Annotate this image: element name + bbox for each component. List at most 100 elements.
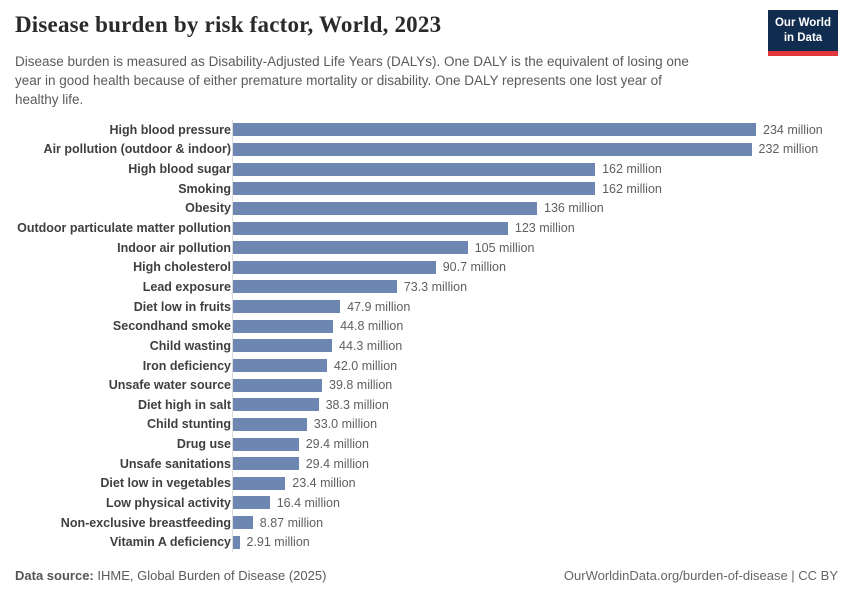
bar [233, 437, 299, 451]
bar [233, 123, 756, 137]
bar [233, 516, 253, 530]
value-label: 38.3 million [325, 397, 389, 412]
value-label: 8.87 million [259, 515, 324, 530]
bar [233, 417, 307, 431]
bar-area: 39.8 million [233, 378, 392, 392]
value-label: 2.91 million [246, 535, 310, 550]
bar-area: 162 million [233, 162, 662, 176]
category-label: Vitamin A deficiency [109, 535, 231, 550]
bar-area: 123 million [233, 221, 575, 235]
owid-logo-line2: in Data [783, 31, 823, 44]
bar [233, 319, 334, 333]
bar-row: Smoking 162 million [15, 179, 835, 199]
bar-area: 33.0 million [233, 417, 377, 431]
bar-area: 47.9 million [233, 300, 410, 314]
y-axis-line [232, 120, 233, 552]
bar [233, 142, 752, 156]
bar-row: Outdoor particulate matter pollution 123 … [15, 218, 835, 238]
category-label: Unsafe sanitations [119, 456, 231, 471]
category-label: Outdoor particulate matter pollution [17, 221, 231, 236]
citation-url[interactable]: OurWorldinData.org/burden-of-disease | C… [563, 568, 838, 583]
value-label: 123 million [514, 221, 575, 236]
value-label: 29.4 million [305, 456, 369, 471]
bar-row: Vitamin A deficiency 2.91 million [15, 532, 835, 552]
bar [233, 398, 319, 412]
category-label: Secondhand smoke [112, 319, 231, 334]
value-label: 105 million [474, 240, 535, 255]
bar-row: Unsafe water source 39.8 million [15, 375, 835, 395]
bar-row: High blood pressure 234 million [15, 120, 835, 140]
bar-area: 38.3 million [233, 398, 389, 412]
category-label: Diet low in fruits [133, 299, 231, 314]
category-label: Non-exclusive breastfeeding [60, 515, 231, 530]
bar-area: 29.4 million [233, 437, 369, 451]
owid-logo-line1: Our World [774, 17, 831, 29]
data-source: Data source: IHME, Global Burden of Dise… [15, 568, 326, 583]
bar-row: High cholesterol 90.7 million [15, 257, 835, 277]
value-label: 44.8 million [340, 319, 404, 334]
value-label: 162 million [602, 181, 662, 196]
value-label: 29.4 million [305, 437, 369, 452]
value-label: 90.7 million [442, 260, 506, 275]
data-source-text: IHME, Global Burden of Disease (2025) [93, 568, 327, 583]
bar-row: Child wasting 44.3 million [15, 336, 835, 356]
bar-row: Diet high in salt 38.3 million [15, 395, 835, 415]
bar-row: Secondhand smoke 44.8 million [15, 316, 835, 336]
value-label: 162 million [602, 162, 662, 177]
bar-rows: High blood pressure 234 million Air pollut… [15, 120, 835, 552]
bar-area: 232 million [233, 142, 818, 156]
bar [233, 535, 240, 549]
bar-area: 73.3 million [233, 280, 467, 294]
value-label: 232 million [758, 142, 819, 157]
bar [233, 182, 596, 196]
bar [233, 162, 596, 176]
bar-area: 2.91 million [233, 535, 310, 549]
subtitle-line: year in good health because of either pr… [15, 73, 662, 88]
bar-row: Drug use 29.4 million [15, 434, 835, 454]
bar-area: 44.8 million [233, 319, 403, 333]
value-label: 33.0 million [313, 417, 378, 432]
chart-subtitle: Disease burden is measured as Disability… [15, 52, 689, 109]
bar-area: 42.0 million [233, 359, 397, 373]
category-label: Air pollution (outdoor & indoor) [43, 142, 231, 157]
owid-logo[interactable]: Our World in Data [768, 10, 838, 56]
bar [233, 260, 436, 274]
value-label: 136 million [544, 201, 604, 216]
category-label: Diet low in vegetables [100, 476, 231, 491]
category-label: Child wasting [149, 338, 231, 353]
category-label: High blood sugar [128, 162, 231, 177]
bar [233, 201, 537, 215]
value-label: 42.0 million [333, 358, 398, 373]
bar-row: Indoor air pollution 105 million [15, 238, 835, 258]
bar [233, 457, 299, 471]
bar-area: 8.87 million [233, 516, 323, 530]
bar-area: 234 million [233, 123, 823, 137]
bar-row: High blood sugar 162 million [15, 159, 835, 179]
value-label: 47.9 million [347, 299, 411, 314]
bar [233, 378, 322, 392]
subtitle-line: Disease burden is measured as Disability… [15, 54, 689, 69]
category-label: Unsafe water source [108, 378, 231, 393]
value-label: 73.3 million [403, 279, 468, 294]
bar-area: 16.4 million [233, 496, 340, 510]
bar-row: Low physical activity 16.4 million [15, 493, 835, 513]
bar-row: Obesity 136 million [15, 199, 835, 219]
bar-row: Diet low in fruits 47.9 million [15, 297, 835, 317]
category-label: Indoor air pollution [117, 240, 231, 255]
category-label: Diet high in salt [137, 397, 231, 412]
bar-area: 136 million [233, 201, 604, 215]
bar-row: Diet low in vegetables 23.4 million [15, 474, 835, 494]
category-label: Smoking [178, 181, 231, 196]
page-title: Disease burden by risk factor, World, 20… [15, 12, 442, 37]
bar-row: Lead exposure 73.3 million [15, 277, 835, 297]
bar [233, 359, 327, 372]
value-label: 39.8 million [329, 378, 393, 393]
bar [233, 339, 332, 353]
bar [233, 221, 508, 235]
category-label: High cholesterol [133, 260, 231, 275]
bar [233, 496, 270, 510]
bar-area: 44.3 million [233, 339, 402, 353]
category-label: Obesity [185, 201, 231, 216]
bar-row: Air pollution (outdoor & indoor) 232 mill… [15, 140, 835, 160]
category-label: High blood pressure [109, 122, 231, 137]
